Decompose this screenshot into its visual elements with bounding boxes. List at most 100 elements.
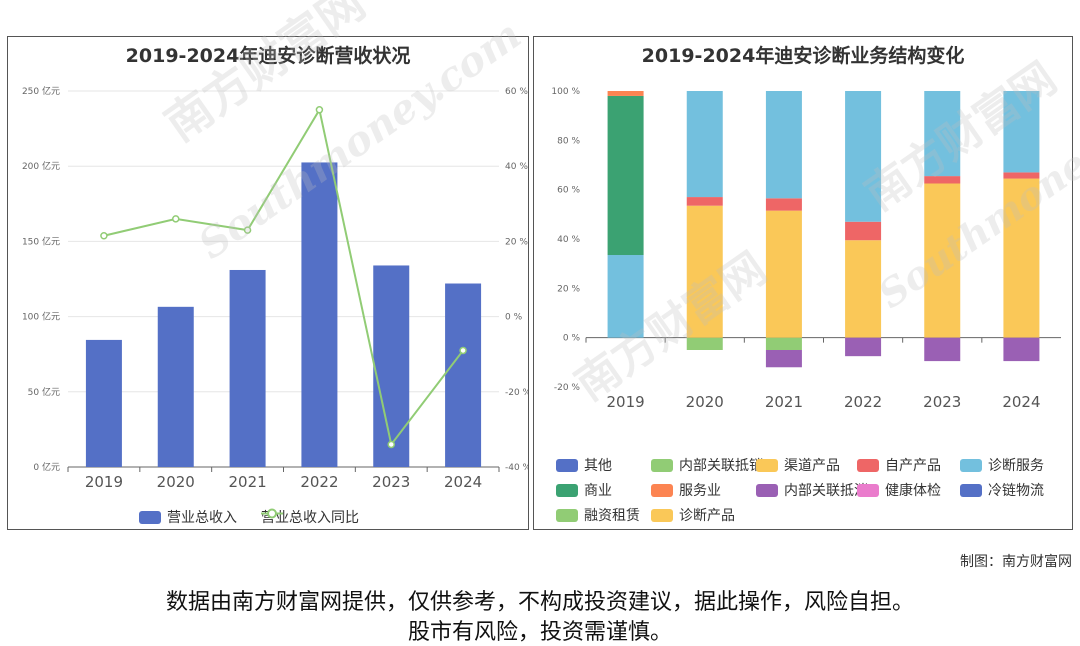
legend-swatch-revenue-yoy (261, 508, 283, 519)
legend-item[interactable]: 诊断服务 (960, 455, 1044, 475)
y-tick-label: 0 % (563, 334, 581, 344)
y-left-tick-label: 100 亿元 (22, 311, 60, 323)
legend-swatch (651, 458, 673, 472)
legend-item[interactable]: 其他 (556, 455, 612, 475)
legend-item-revenue[interactable]: 营业总收入 (139, 507, 237, 527)
legend-item[interactable]: 冷链物流 (960, 480, 1044, 500)
revenue-bar[interactable] (85, 339, 122, 467)
legend-swatch (556, 508, 578, 522)
legend-swatch-revenue (139, 510, 161, 524)
revenue-chart-panel: 2019-2024年迪安诊断营收状况 0 亿元 50 亿元 100 亿元 150 亿元… (7, 36, 529, 530)
stacked-segment[interactable] (686, 337, 723, 350)
revenue-yoy-point[interactable] (387, 440, 395, 449)
revenue-bar[interactable] (229, 269, 266, 467)
x-tick-label: 2020 (686, 393, 724, 411)
x-tick-label: 2021 (228, 473, 266, 491)
stacked-segment[interactable] (765, 337, 802, 350)
stacked-segment[interactable] (1003, 91, 1040, 173)
x-tick-label: 2020 (157, 473, 195, 491)
legend-label: 内部关联抵消 (784, 483, 868, 499)
x-tick-label: 2024 (444, 473, 482, 491)
legend-swatch (857, 483, 879, 497)
legend-label: 自产产品 (885, 458, 941, 474)
revenue-yoy-point[interactable] (315, 106, 324, 114)
y-left-tick-label: 200 亿元 (22, 160, 60, 172)
legend-item[interactable]: 渠道产品 (756, 455, 840, 475)
stacked-segment[interactable] (686, 91, 723, 198)
y-left-tick-label: 50 亿元 (28, 386, 60, 398)
legend-swatch (756, 458, 778, 472)
business-structure-chart-panel: 2019-2024年迪安诊断业务结构变化 -20 % 0 % 20 % 40 % 60 … (533, 36, 1073, 530)
legend-label: 诊断服务 (988, 458, 1044, 474)
legend-label-revenue-yoy: 营业总收入同比 (261, 510, 359, 526)
stacked-segment[interactable] (765, 350, 802, 368)
legend-item[interactable]: 诊断产品 (651, 505, 735, 525)
legend-item[interactable]: 融资租赁 (556, 505, 640, 525)
stacked-segment[interactable] (845, 337, 882, 357)
disclaimer-line-1: 数据由南方财富网提供，仅供参考，不构成投资建议，据此操作，风险自担。 (165, 590, 914, 615)
stacked-segment[interactable] (686, 197, 723, 206)
legend-label-revenue: 营业总收入 (167, 510, 237, 526)
legend-swatch (651, 483, 673, 497)
stacked-segment[interactable] (845, 240, 882, 338)
legend-label: 其他 (584, 458, 612, 474)
x-tick-label: 2024 (1002, 393, 1040, 411)
legend-item[interactable]: 内部关联抵消 (756, 480, 868, 500)
legend-label: 商业 (584, 483, 612, 499)
y-right-tick-label: -20 % (505, 388, 529, 398)
stacked-segment[interactable] (845, 221, 882, 241)
legend-label: 渠道产品 (784, 458, 840, 474)
stacked-segment[interactable] (765, 210, 802, 338)
structure-chart-title: 2019-2024年迪安诊断业务结构变化 (641, 45, 965, 67)
y-tick-label: 100 % (551, 87, 580, 97)
legend-item[interactable]: 服务业 (651, 480, 721, 500)
legend-item-revenue-yoy[interactable]: 营业总收入同比 (261, 507, 359, 527)
legend-label: 融资租赁 (584, 508, 640, 524)
y-right-tick-label: 40 % (505, 162, 528, 172)
legend-item[interactable]: 商业 (556, 480, 612, 500)
structure-chart-svg: -20 % 0 % 20 % 40 % 60 % 80 % 100 % 2019 2020 202… (551, 87, 1061, 411)
x-tick-label: 2023 (923, 393, 961, 411)
stacked-segment[interactable] (924, 183, 961, 338)
x-tick-label: 2019 (85, 473, 123, 491)
stacked-segment[interactable] (607, 91, 644, 96)
revenue-yoy-point[interactable] (243, 226, 252, 234)
stacked-segment[interactable] (1003, 172, 1040, 179)
structure-chart-legend: 其他 内部关联抵销 渠道产品 自产产品 诊断服务商业 服务业 内部关联抵消 健康体检 冷链物流融… (534, 37, 1072, 529)
y-tick-label: 20 % (557, 284, 580, 294)
stacked-segment[interactable] (765, 198, 802, 211)
stacked-segment[interactable] (765, 91, 802, 199)
y-left-tick-label: 150 亿元 (22, 235, 60, 247)
legend-item[interactable]: 自产产品 (857, 455, 941, 475)
y-tick-label: 80 % (557, 136, 580, 146)
legend-item[interactable]: 内部关联抵销 (651, 455, 763, 475)
revenue-yoy-point[interactable] (172, 215, 180, 223)
legend-label: 服务业 (679, 483, 721, 499)
legend-label: 健康体检 (885, 483, 941, 499)
stacked-segment[interactable] (607, 95, 644, 256)
stacked-segment[interactable] (1003, 178, 1040, 338)
legend-label: 内部关联抵销 (679, 458, 763, 474)
legend-swatch (756, 483, 778, 497)
legend-swatch (857, 458, 879, 472)
stacked-segment[interactable] (1003, 337, 1040, 362)
y-tick-label: 60 % (557, 186, 580, 196)
revenue-bar[interactable] (301, 162, 338, 467)
y-right-tick-label: 20 % (505, 237, 528, 247)
x-tick-label: 2022 (844, 393, 882, 411)
legend-item[interactable]: 健康体检 (857, 480, 941, 500)
stacked-segment[interactable] (845, 91, 882, 222)
x-tick-label: 2021 (765, 393, 803, 411)
stacked-segment[interactable] (924, 91, 961, 177)
stacked-segment[interactable] (924, 176, 961, 184)
revenue-bar[interactable] (373, 265, 410, 467)
revenue-bar[interactable] (445, 283, 482, 467)
x-tick-label: 2022 (300, 473, 338, 491)
stacked-segment[interactable] (607, 255, 644, 338)
revenue-yoy-point[interactable] (459, 346, 467, 355)
revenue-bar[interactable] (157, 306, 194, 467)
stacked-segment[interactable] (686, 205, 723, 338)
stacked-segment[interactable] (924, 337, 961, 362)
revenue-chart-svg: 0 亿元 50 亿元 100 亿元 150 亿元 200 亿元 250 亿元 -40 % -2… (22, 85, 529, 491)
revenue-yoy-point[interactable] (100, 232, 108, 240)
